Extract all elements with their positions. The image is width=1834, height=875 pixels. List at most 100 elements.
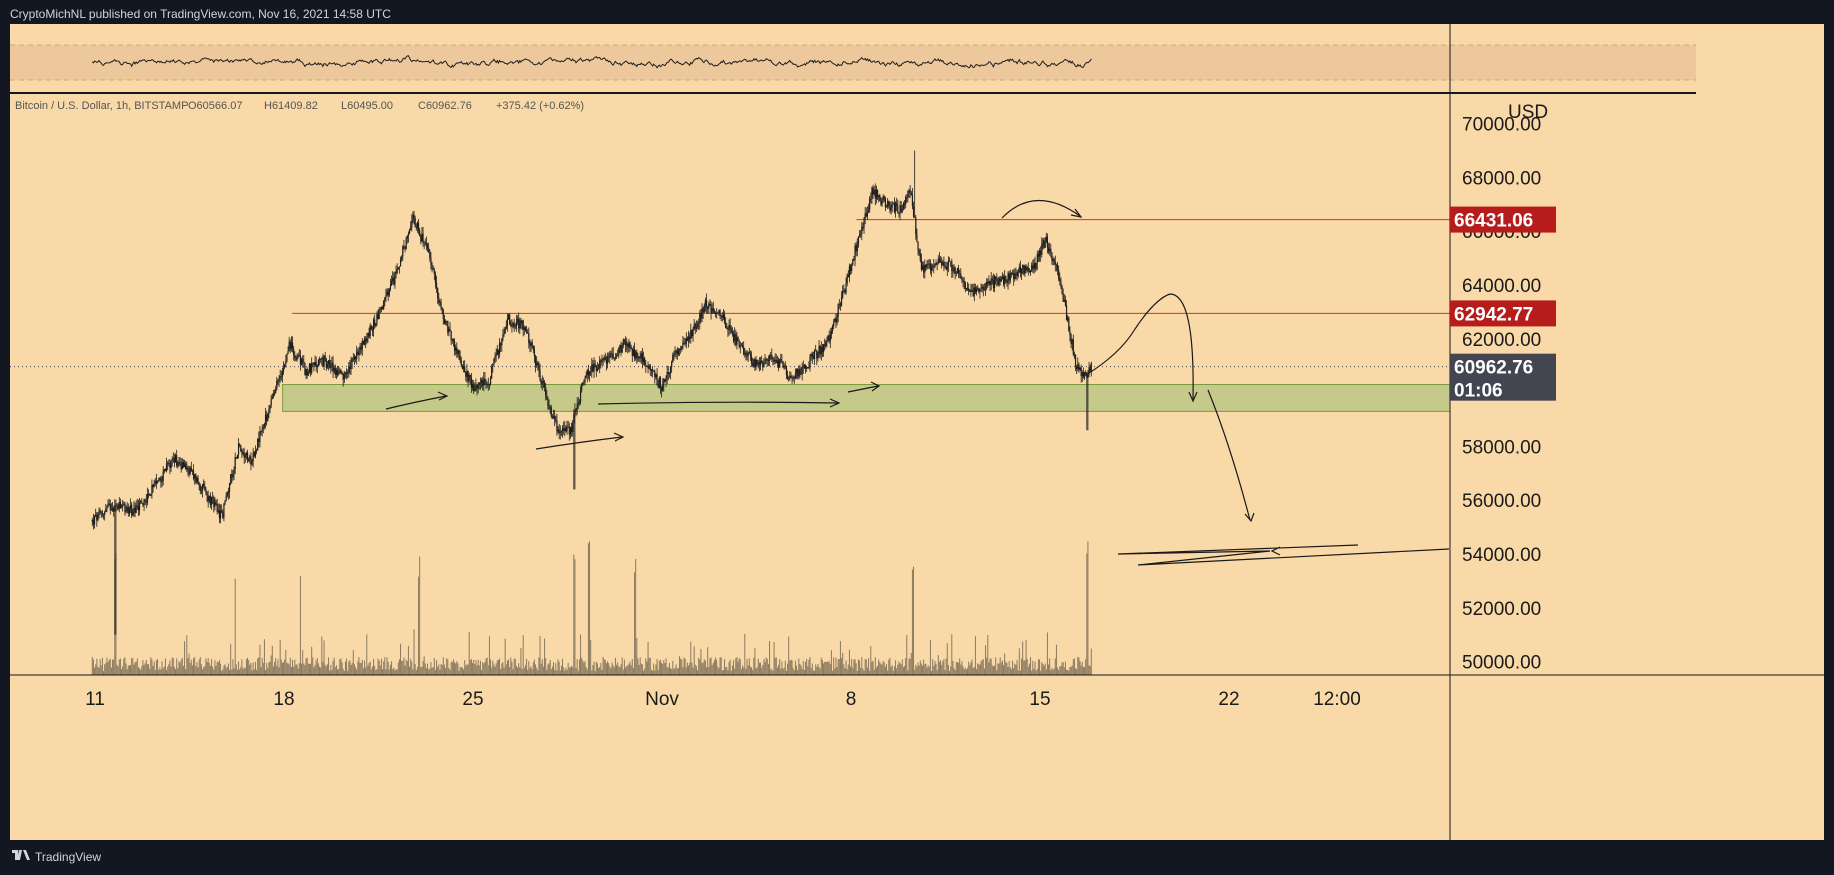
volume-bar [1049, 658, 1051, 675]
tradingview-logo-icon [12, 849, 30, 864]
candle-body [567, 426, 569, 428]
volume-bar [440, 663, 442, 675]
candle-body [653, 370, 655, 372]
candle-body [383, 300, 385, 309]
candle-body [847, 274, 849, 278]
candle-body [968, 288, 970, 292]
volume-bar [1085, 659, 1087, 675]
candle-body [543, 382, 546, 388]
candle-body [1043, 240, 1045, 248]
candle-body [1020, 268, 1023, 274]
volume-bar [586, 669, 588, 675]
volume-bar [446, 658, 448, 675]
volume-bar [728, 662, 730, 675]
price-chart[interactable]: USD 70000.0068000.0066000.0064000.006200… [10, 24, 1824, 840]
candle-body [250, 456, 252, 465]
candle-body [1051, 253, 1053, 261]
volume-bar [518, 663, 520, 675]
candle-body [842, 291, 844, 298]
candle-body [853, 259, 855, 261]
volume-bar [162, 667, 164, 675]
volume-bar [663, 659, 665, 675]
candle-body [602, 359, 604, 361]
volume-bar [693, 646, 695, 675]
candle-body [938, 258, 941, 262]
candle-body [326, 364, 329, 368]
volume-bar [621, 657, 623, 675]
candle-body [693, 324, 695, 330]
volume-bar [1031, 670, 1033, 675]
volume-bar [204, 666, 206, 675]
candle-body [1080, 367, 1082, 377]
candle-body [1082, 372, 1085, 377]
candle-body [932, 265, 934, 268]
volume-bar [670, 668, 672, 675]
candle-body [135, 505, 137, 513]
tradingview-branding[interactable]: TradingView [12, 849, 101, 864]
volume-bar [369, 661, 371, 675]
price-tag-countdown: 01:06 [1454, 381, 1503, 402]
candle-body [514, 326, 516, 328]
volume-bar [817, 663, 819, 675]
candle-body [959, 273, 961, 275]
volume-bar [268, 662, 270, 675]
candle-body [437, 287, 439, 298]
candle-body [560, 430, 563, 432]
candle-body [633, 349, 636, 358]
candle-body [1054, 261, 1056, 265]
candle-body [312, 362, 314, 364]
volume-bar [263, 639, 265, 675]
candle-body [752, 363, 754, 366]
volume-bar [233, 668, 235, 675]
candle-body [186, 467, 188, 470]
candle-body [759, 360, 762, 366]
volume-bar [752, 669, 754, 675]
volume-bar [484, 661, 486, 675]
volume-bar [452, 659, 454, 675]
candle-body [433, 269, 435, 274]
candle-body [561, 428, 564, 431]
candle-body [153, 483, 155, 488]
candle-body [530, 342, 532, 346]
candle-body [124, 503, 126, 512]
time-tick-label: 15 [1029, 689, 1050, 710]
volume-bar [963, 669, 965, 675]
chart-panel[interactable]: USD 70000.00 68000.00 66000.00 64000.00 6200… [10, 24, 1824, 840]
candle-body [1040, 250, 1042, 255]
volume-bar [961, 661, 963, 675]
volume-bar [826, 661, 828, 675]
time-tick-label: 11 [85, 689, 105, 710]
volume-bar [1037, 659, 1039, 675]
candle-body [651, 369, 654, 371]
candle-body [636, 351, 638, 359]
candle-body [997, 281, 999, 286]
candle-body [701, 308, 703, 319]
candle-body [875, 189, 878, 199]
candle-body [327, 360, 330, 365]
candle-body [476, 385, 478, 389]
volume-bar [583, 662, 585, 675]
candle-body [415, 227, 417, 229]
volume-bar [708, 666, 710, 675]
volume-bar [439, 669, 441, 675]
volume-bar [288, 664, 290, 675]
volume-bar [734, 668, 736, 675]
volume-bar [702, 662, 704, 675]
candle-body [656, 374, 658, 386]
candle-body [317, 359, 320, 365]
volume-bar [131, 657, 133, 675]
candle-body [402, 246, 404, 257]
volume-bar [171, 657, 173, 675]
volume-bar [970, 662, 972, 675]
volume-bar [854, 659, 856, 675]
candle-body [313, 362, 315, 366]
candle-body [582, 382, 584, 384]
tradingview-wordmark: TradingView [35, 849, 102, 864]
candle-body [923, 265, 925, 273]
volume-bar [172, 658, 174, 675]
volume-bar [146, 664, 148, 675]
candle-body [934, 263, 936, 267]
volume-bar [659, 659, 661, 675]
volume-bar [501, 663, 503, 675]
candle-body [459, 355, 461, 361]
